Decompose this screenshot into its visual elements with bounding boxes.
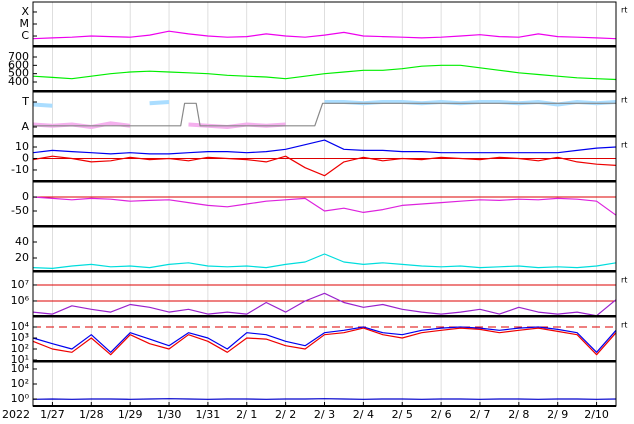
y-tick-label: 0 [22, 151, 29, 164]
x-tick-label: 2/ 9 [547, 408, 568, 421]
right-label: rt [621, 321, 627, 330]
x-tick-label: 1/27 [40, 408, 65, 421]
series-line [32, 398, 617, 400]
x-tick-label: 1/28 [79, 408, 104, 421]
y-tick-label: 20 [15, 251, 29, 264]
x-tick-label: 2/ 4 [353, 408, 374, 421]
x-tick-label: 1/29 [118, 408, 143, 421]
right-label: rt [621, 96, 627, 105]
series-line [32, 64, 617, 81]
series-line [32, 253, 617, 269]
y-tick-label: 500 [8, 67, 29, 80]
right-label: rt [621, 6, 627, 15]
x-tick-label: 2/ 8 [508, 408, 529, 421]
y-tick-label: 10⁴ [11, 362, 30, 375]
series-line [32, 139, 617, 155]
y-tick-label: 10⁰ [11, 392, 30, 405]
series-line [32, 327, 617, 356]
y-tick-label: 0 [22, 190, 29, 203]
y-tick-label: 10² [11, 342, 29, 355]
series-line [32, 196, 617, 216]
y-tick-label: X [21, 5, 29, 18]
y-tick-label: 10⁷ [11, 278, 29, 291]
y-tick-label: -10 [11, 163, 29, 176]
series-line [32, 326, 617, 353]
x-tick-label: 1/31 [196, 408, 221, 421]
x-tick-label: 2/10 [584, 408, 609, 421]
y-tick-label: 10⁶ [11, 294, 30, 307]
series-line [33, 102, 616, 127]
y-tick-label: 10¹ [11, 353, 29, 366]
right-label: rt [621, 141, 627, 150]
series-line [32, 30, 617, 40]
x-tick-label: 2/ 5 [392, 408, 413, 421]
right-label: rt [621, 276, 627, 285]
x-tick-label: 1/30 [157, 408, 182, 421]
series-line [32, 292, 617, 317]
y-tick-label: -50 [11, 204, 29, 217]
series-line [32, 121, 286, 129]
y-tick-label: C [21, 29, 29, 42]
year-label: 2022 [2, 408, 30, 421]
y-tick-label: M [20, 17, 30, 30]
y-tick-label: 10³ [11, 331, 29, 344]
x-tick-label: 2/ 3 [314, 408, 335, 421]
y-tick-label: T [21, 95, 29, 108]
series-line [32, 155, 617, 177]
x-tick-label: 2/ 2 [275, 408, 296, 421]
y-tick-label: 10² [11, 377, 29, 390]
x-tick-label: 2/ 6 [430, 408, 451, 421]
y-tick-label: 40 [15, 235, 29, 248]
y-tick-label: 10⁴ [11, 320, 30, 333]
y-tick-label: 700 [8, 50, 29, 63]
y-tick-label: 600 [8, 58, 29, 71]
y-tick-label: 10 [15, 140, 29, 153]
x-tick-label: 2/ 1 [236, 408, 257, 421]
x-tick-label: 2/ 7 [469, 408, 490, 421]
y-tick-label: A [21, 120, 29, 133]
y-tick-label: 400 [8, 75, 29, 88]
